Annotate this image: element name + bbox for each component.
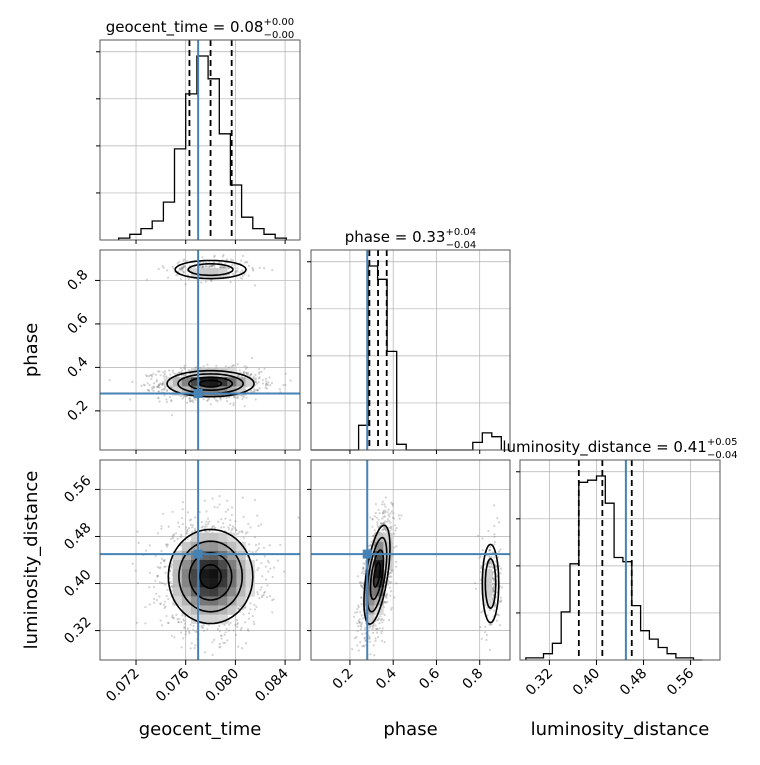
x-tick-label: 0.48	[617, 666, 650, 699]
x-axis-label-luminosity_distance: luminosity_distance	[531, 719, 710, 740]
panel-frame	[100, 250, 300, 450]
x-axis-label-phase: phase	[383, 719, 437, 740]
y-tick-label: 0.40	[61, 567, 94, 600]
histogram-phase	[311, 266, 501, 450]
x-tick-label: 0.40	[570, 666, 603, 699]
x-tick-label: 0.084	[252, 665, 292, 705]
x-tick-label: 0.4	[373, 665, 400, 692]
panel-frame	[311, 250, 510, 450]
panel-frame	[311, 460, 510, 660]
panel-title-luminosity_distance: luminosity_distance = 0.41+0.05−0.04	[502, 437, 737, 461]
panel-title-geocent_time: geocent_time = 0.08+0.00−0.00	[106, 17, 295, 41]
panel-title-phase: phase = 0.33+0.04−0.04	[345, 227, 477, 251]
truth-marker	[363, 550, 372, 559]
y-tick-label: 0.32	[61, 614, 94, 647]
histogram-luminosity_distance	[526, 476, 703, 660]
x-tick-label: 0.6	[416, 665, 443, 692]
truth-marker	[194, 389, 203, 398]
y-tick-label: 0.4	[64, 354, 91, 381]
y-axis-label-phase: phase	[21, 323, 42, 377]
y-tick-label: 0.8	[64, 267, 91, 294]
y-tick-label: 0.6	[64, 310, 91, 337]
y-tick-label: 0.2	[64, 397, 91, 424]
y-tick-label: 0.48	[61, 520, 94, 553]
x-tick-label: 0.32	[523, 666, 556, 699]
panel-frame	[100, 40, 300, 240]
y-axis-label-luminosity_distance: luminosity_distance	[21, 471, 42, 650]
x-tick-label: 0.076	[153, 665, 193, 705]
x-axis-label-geocent_time: geocent_time	[139, 719, 262, 740]
x-tick-label: 0.080	[203, 666, 243, 706]
x-tick-label: 0.072	[103, 666, 143, 706]
y-tick-label: 0.56	[61, 473, 94, 506]
x-tick-label: 0.8	[459, 666, 486, 693]
x-tick-label: 0.56	[664, 665, 697, 698]
panel-frame	[520, 460, 720, 660]
histogram-geocent_time	[119, 56, 287, 240]
x-tick-label: 0.2	[330, 666, 357, 693]
truth-marker	[194, 550, 203, 559]
